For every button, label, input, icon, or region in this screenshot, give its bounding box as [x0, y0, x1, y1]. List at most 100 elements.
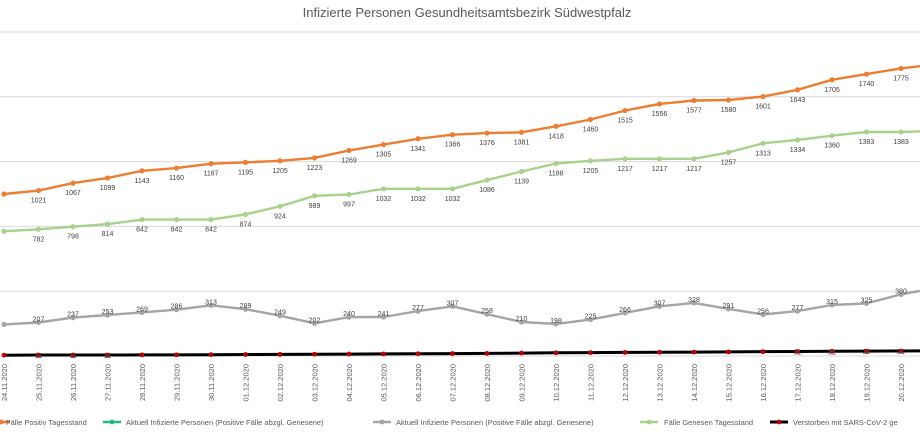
data-point	[691, 156, 697, 162]
data-point	[587, 116, 594, 123]
legend-marker	[646, 419, 652, 425]
data-label: 1032	[376, 196, 392, 203]
data-point	[346, 191, 352, 198]
legend-item: Verstorben mit SARS-CoV-2 ge	[770, 418, 898, 427]
data-label: 225	[585, 314, 597, 321]
data-label: 1577	[686, 108, 702, 115]
data-point	[173, 307, 180, 313]
x-tick-label: 24.11.2020	[0, 364, 9, 401]
data-point	[311, 320, 318, 326]
data-point	[1, 191, 7, 197]
data-point	[104, 175, 111, 181]
data-label: 842	[205, 227, 217, 234]
data-point	[622, 156, 628, 162]
data-point	[415, 308, 421, 314]
data-point	[312, 351, 317, 357]
data-point	[242, 211, 249, 218]
data-point	[449, 303, 456, 309]
legend-marker	[109, 419, 115, 425]
data-label: 210	[516, 316, 528, 323]
data-label: 1143	[134, 178, 149, 185]
data-point	[139, 309, 145, 316]
data-label: 31	[897, 349, 905, 356]
data-point	[208, 161, 214, 167]
data-point	[622, 107, 628, 114]
data-label: 241	[378, 311, 390, 318]
data-label: 1601	[755, 104, 771, 111]
data-label: 1217	[652, 166, 668, 173]
data-point	[898, 348, 904, 354]
data-point	[104, 312, 111, 318]
data-point	[656, 101, 663, 107]
data-point	[518, 129, 525, 135]
data-point	[415, 351, 421, 357]
data-label: 202	[309, 317, 321, 324]
data-point	[35, 226, 42, 232]
data-point	[519, 350, 524, 356]
series-line	[3, 349, 920, 357]
x-tick-label: 03.12.2020	[311, 364, 320, 402]
data-point	[346, 314, 352, 320]
data-label: 1205	[583, 168, 599, 175]
data-label: 1334	[790, 147, 806, 154]
data-point	[484, 130, 490, 136]
data-label: 277	[792, 305, 804, 312]
data-label: 1269	[341, 157, 357, 164]
gridlines	[0, 31, 920, 357]
x-tick-label: 20.12.2020	[897, 364, 906, 402]
legend-label: Aktuell Infizierte Personen (Positive Fä…	[126, 418, 324, 427]
data-point	[794, 308, 801, 314]
data-point	[863, 129, 870, 135]
legend-label: Fälle Genesen Tagesstand	[664, 418, 753, 427]
data-label: 307	[654, 300, 666, 307]
data-point	[794, 137, 801, 143]
data-label: 315	[826, 299, 838, 306]
data-point	[105, 352, 110, 358]
data-label: 1460	[583, 126, 599, 133]
legend-item: Fälle Positiv Tagesstand	[0, 418, 87, 427]
data-label: 240	[343, 311, 355, 318]
data-point	[898, 291, 904, 298]
x-tick-label: 29.11.2020	[173, 364, 182, 401]
data-point	[795, 349, 800, 354]
data-label: 798	[67, 234, 79, 241]
data-point	[794, 87, 801, 93]
data-label: 31	[794, 349, 802, 356]
data-label: 1217	[686, 166, 702, 173]
x-tick-label: 04.12.2020	[345, 364, 354, 402]
data-point	[518, 168, 525, 175]
legend-item: Aktuell Infizierte Personen (Positive Fä…	[373, 418, 594, 427]
x-tick-label: 01.12.2020	[242, 364, 251, 402]
data-label: 997	[343, 201, 355, 208]
data-point	[760, 311, 766, 318]
data-point	[829, 302, 835, 308]
data-point	[829, 77, 835, 83]
data-point	[70, 352, 76, 358]
data-label: 842	[171, 227, 183, 234]
data-point	[173, 216, 180, 223]
data-point	[380, 141, 387, 148]
x-tick-label: 06.12.2020	[414, 364, 423, 402]
data-label: 198	[550, 318, 562, 325]
x-tick-label: 08.12.2020	[483, 364, 492, 402]
data-label: 1223	[307, 165, 323, 172]
x-tick-label: 28.11.2020	[138, 364, 147, 401]
data-point	[725, 149, 732, 155]
data-label: 1360	[824, 143, 840, 150]
data-label: 1067	[65, 190, 81, 197]
data-label: 1556	[652, 111, 668, 118]
data-point	[449, 132, 456, 138]
data-point	[208, 352, 214, 358]
data-point	[587, 158, 594, 164]
data-point	[657, 349, 662, 355]
data-point	[518, 319, 525, 325]
data-label: 1740	[859, 81, 875, 88]
data-point	[622, 310, 628, 316]
data-label: 1086	[479, 187, 495, 194]
data-point	[1, 352, 7, 358]
data-label: 1139	[514, 178, 529, 185]
data-point	[1, 228, 7, 234]
data-point	[311, 155, 318, 161]
data-point	[760, 94, 766, 100]
data-label: 1305	[376, 152, 392, 159]
